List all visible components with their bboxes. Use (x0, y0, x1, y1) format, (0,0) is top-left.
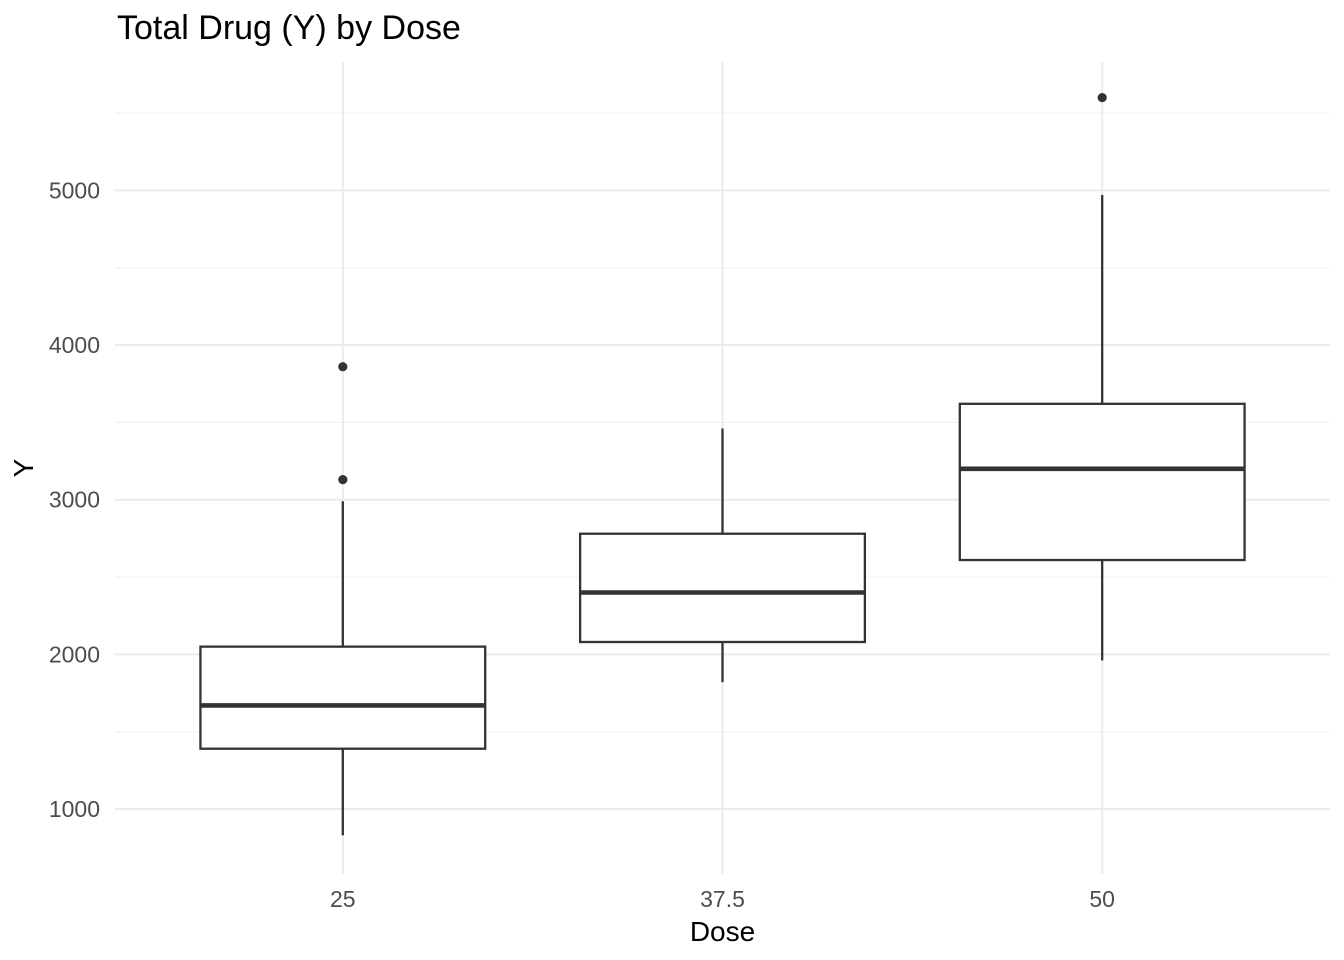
x-tick-label: 25 (330, 886, 356, 912)
iqr-box (578, 532, 867, 644)
x-tick-label: 37.5 (700, 886, 745, 912)
x-axis-title: Dose (689, 916, 756, 947)
outlier-point (338, 475, 348, 485)
y-tick-label: 3000 (49, 487, 100, 513)
chart-title: Total Drug (Y) by Dose (117, 9, 461, 47)
outlier-point (338, 362, 348, 372)
x-tick-label: 50 (1089, 886, 1115, 912)
y-tick-label: 5000 (49, 177, 100, 203)
iqr-box (199, 645, 487, 750)
iqr-box (958, 402, 1246, 562)
y-tick-label: 1000 (49, 796, 100, 822)
y-axis-title: Y (8, 458, 39, 478)
y-tick-label: 2000 (49, 641, 100, 667)
outlier-point (1097, 92, 1107, 103)
y-tick-label: 4000 (49, 332, 100, 358)
